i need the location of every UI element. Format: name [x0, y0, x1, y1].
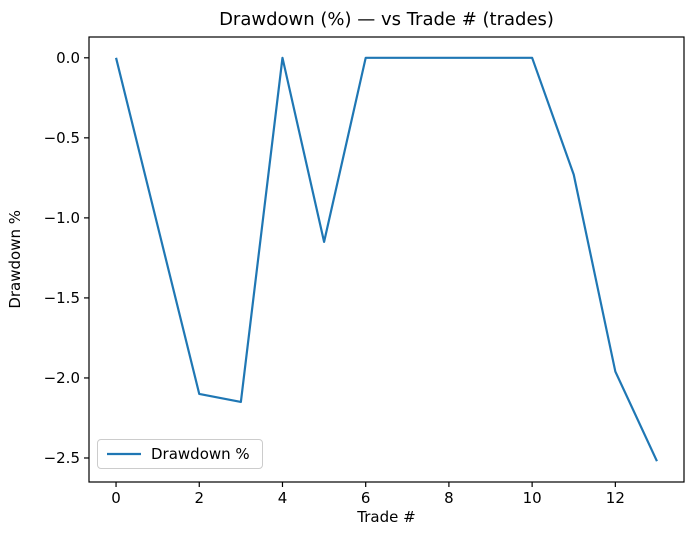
- y-axis-label: Drawdown %: [6, 210, 24, 309]
- x-tick-label: 2: [194, 489, 204, 507]
- y-tick-label: −0.5: [44, 129, 80, 147]
- x-tick-label: 12: [606, 489, 625, 507]
- legend-line-sample-icon: [107, 452, 141, 456]
- x-tick-label: 10: [523, 489, 542, 507]
- chart-title: Drawdown (%) — vs Trade # (trades): [219, 9, 554, 30]
- plot-area: 0 2 4 6 8 10 12 0.0 −0.5 −1.0 −1.5 −2.0 −2.5 Drawdow…: [44, 36, 685, 507]
- line-chart: 0 2 4 6 8 10 12 0.0 −0.5 −1.0 −1.5 −2.0 −2.5: [44, 36, 685, 507]
- y-tick-label: −2.0: [44, 369, 80, 387]
- drawdown-line: [114, 56, 658, 462]
- plot-frame: [88, 36, 685, 483]
- x-axis-label: Trade #: [357, 508, 416, 526]
- x-tick-label: 6: [361, 489, 371, 507]
- y-axis-label-container: Drawdown %: [5, 37, 25, 482]
- x-tick-label: 0: [111, 489, 121, 507]
- x-tick-label: 4: [278, 489, 288, 507]
- y-tick-label: −1.5: [44, 289, 80, 307]
- x-tick-label: 8: [444, 489, 454, 507]
- legend-label: Drawdown %: [151, 445, 250, 463]
- y-tick-label: −1.0: [44, 209, 80, 227]
- y-tick-label: −2.5: [44, 449, 80, 467]
- legend: Drawdown %: [97, 439, 263, 469]
- y-tick-label: 0.0: [56, 49, 80, 67]
